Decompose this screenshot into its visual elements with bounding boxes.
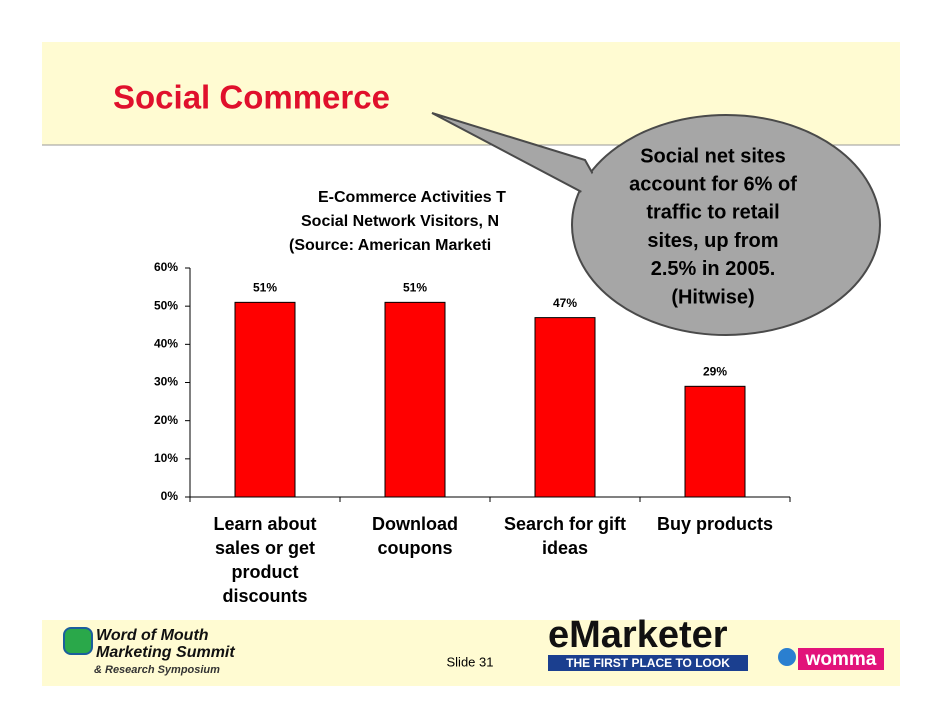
footer-band bbox=[42, 620, 900, 686]
womms-logo: Marketing Summit bbox=[96, 644, 235, 661]
y-tick-label: 60% bbox=[154, 260, 178, 274]
bar bbox=[534, 317, 596, 498]
y-tick-label: 30% bbox=[154, 375, 178, 389]
emarketer-tagline: THE FIRST PLACE TO LOOK bbox=[566, 656, 730, 670]
x-tick-label: Search for gift ideas bbox=[503, 514, 627, 558]
x-tick-label: Download coupons bbox=[372, 514, 458, 558]
callout-text: (Hitwise) bbox=[671, 286, 754, 308]
bar bbox=[234, 301, 296, 498]
footer: Word of Mouth Marketing Summit & Researc… bbox=[63, 614, 884, 676]
y-tick-label: 20% bbox=[154, 413, 178, 427]
callout-text: traffic to retail bbox=[646, 202, 779, 224]
bar bbox=[384, 301, 446, 498]
womma-logo: womma bbox=[805, 649, 877, 670]
womms-logo: & Research Symposium bbox=[94, 664, 220, 676]
callout-text: 2.5% in 2005. bbox=[651, 258, 776, 280]
callout-text: account for 6% of bbox=[629, 173, 797, 195]
womma-box bbox=[798, 648, 884, 670]
womms-icon bbox=[63, 627, 93, 655]
womms-logo: Word of Mouth bbox=[96, 627, 209, 644]
chart: E-Commerce Activities T Social Network V… bbox=[154, 189, 791, 503]
data-label: 51% bbox=[403, 281, 427, 295]
data-label: 51% bbox=[253, 281, 277, 295]
x-tick-label: Learn about sales or get product discoun… bbox=[213, 514, 317, 606]
chart-title: (Source: American Marketi bbox=[289, 237, 491, 254]
chart-title: E-Commerce Activities T bbox=[318, 189, 506, 206]
y-tick-label: 10% bbox=[154, 451, 178, 465]
callout-fill bbox=[574, 117, 878, 333]
slide-number: Slide 31 bbox=[447, 654, 494, 669]
chart-title: Social Network Visitors, N bbox=[301, 213, 499, 230]
slide-title: Social Commerce bbox=[113, 79, 390, 116]
emarketer-logo: eMarketer bbox=[548, 614, 728, 656]
x-tick-label: Buy products bbox=[656, 514, 773, 534]
data-label: 47% bbox=[553, 296, 577, 310]
callout-text: sites, up from bbox=[647, 230, 778, 252]
callout: Social net sites account for 6% of traffic… bbox=[431, 112, 881, 336]
y-tick-label: 0% bbox=[161, 489, 179, 503]
y-tick-label: 50% bbox=[154, 298, 178, 312]
womma-icon bbox=[778, 648, 796, 666]
callout-text: Social net sites bbox=[640, 145, 786, 167]
emarketer-tagline-box bbox=[548, 655, 748, 671]
data-label: 29% bbox=[703, 364, 727, 378]
bar bbox=[684, 385, 746, 498]
y-tick-label: 40% bbox=[154, 337, 178, 351]
